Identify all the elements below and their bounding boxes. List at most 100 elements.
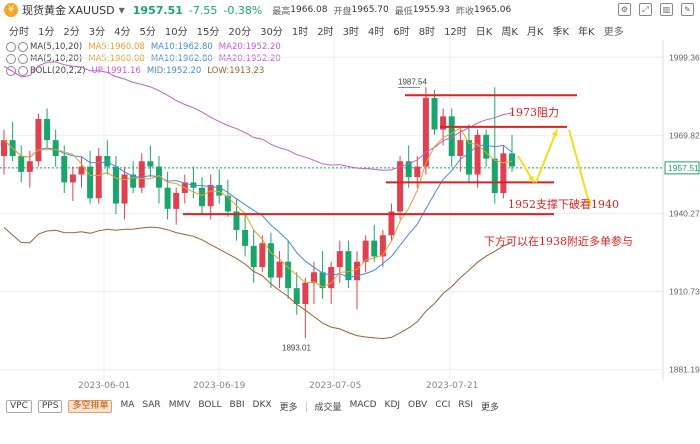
candle-body (354, 261, 361, 281)
tab-18[interactable]: 周K (501, 26, 518, 38)
y-axis-label: 1881.19 (669, 365, 700, 375)
symbol-dropdown-icon[interactable]: ▼ (118, 5, 125, 15)
candle-body (431, 97, 438, 130)
tab-2[interactable]: 2分 (63, 26, 80, 38)
draw-tool-icon[interactable]: ✎ (681, 3, 694, 16)
tab-6[interactable]: 10分 (164, 26, 188, 38)
candle-body (224, 195, 231, 212)
tab-19[interactable]: 月K (526, 26, 544, 38)
tab-17[interactable]: 日K (475, 26, 493, 38)
visibility-toggle-icon[interactable] (6, 66, 16, 76)
tab-21[interactable]: 年K (578, 26, 595, 38)
bottom_main-item[interactable]: 更多 (279, 403, 298, 413)
indicator-row: BOLL(20,2,2) UP:1991.16 MID:1952.20 LOW:191… (6, 66, 270, 76)
projection-arrow-down-1-head (528, 175, 534, 183)
low-label: 最低 (394, 6, 413, 17)
tab-4[interactable]: 4分 (114, 26, 131, 38)
pps-button[interactable]: PPS (37, 400, 63, 413)
bottom_main-item[interactable]: BOLL (198, 400, 222, 410)
tab-16[interactable]: 12时 (444, 26, 467, 38)
tab-11[interactable]: 2时 (317, 26, 334, 38)
y-axis-label: 1940.27 (669, 208, 700, 218)
tab-7[interactable]: 15分 (196, 26, 220, 38)
tab-8[interactable]: 20分 (228, 26, 252, 38)
tab-5[interactable]: 5分 (139, 26, 156, 38)
visibility-toggle-icon[interactable] (6, 42, 16, 52)
candle-body (147, 161, 154, 167)
high-label: 1987.54 (398, 77, 427, 86)
current-price-label: 1957.51 (668, 163, 699, 173)
indicator-name[interactable]: BOLL(20,2,2) (30, 66, 86, 76)
candle-body (483, 134, 490, 159)
chart-type-icon[interactable]: ▥ (660, 3, 673, 16)
candle-body (285, 261, 292, 289)
bottom_sub-item[interactable]: OBV (408, 400, 428, 410)
bottom_main-item[interactable]: MMV (168, 400, 191, 410)
bottom_sub-item[interactable]: 成交量 (314, 403, 342, 413)
divider (305, 401, 307, 412)
candle-body (121, 174, 128, 204)
settings-icon[interactable] (18, 66, 28, 76)
fullscreen-icon[interactable]: ⤢ (639, 3, 652, 16)
candle-body (112, 166, 119, 204)
tab-14[interactable]: 6时 (393, 26, 410, 38)
candle-body (1, 140, 7, 156)
kline-chart[interactable]: 1999.36 1969.82 1957.51 1940.27 1910.73 1881.… (0, 40, 700, 382)
candle-body (216, 185, 223, 196)
settings-icon[interactable] (18, 42, 28, 52)
bottom_main-item[interactable]: SAR (142, 400, 161, 410)
x-axis-label: 2023-07-05 (309, 381, 362, 391)
candle-body (207, 185, 214, 207)
candle-body (440, 116, 447, 130)
indicator-name[interactable]: MA(5,10,20) (30, 54, 83, 64)
indicator-value: MID:1952.20 (146, 66, 202, 76)
tab-9[interactable]: 30分 (260, 26, 283, 38)
tab-0[interactable]: 分时 (9, 26, 29, 38)
tab-22[interactable]: 更多 (603, 26, 624, 38)
tab-1[interactable]: 1分 (38, 26, 55, 38)
candle-body (397, 161, 404, 212)
resistance-annotation: 1973阻力 (509, 106, 559, 119)
settings-icon[interactable] (18, 54, 28, 64)
candle-body (457, 140, 464, 156)
tab-13[interactable]: 4时 (367, 26, 385, 38)
indicator-name[interactable]: MA(5,10,20) (30, 42, 83, 52)
indicator-value: MA5:1960.08 (88, 54, 145, 64)
bottom-indicator-bar: VPC PPS 多空排单 MA SAR MMV BOLL BBI DKX 更多 成交量 MAC… (0, 399, 700, 414)
instrument-symbol[interactable]: XAUUSD (68, 3, 115, 17)
boll-upper-line (3, 61, 513, 171)
bottom_main-item[interactable]: DKX (252, 400, 272, 410)
candle-body (104, 156, 111, 167)
candle-body (267, 243, 274, 278)
y-axis-label: 1910.73 (669, 286, 700, 296)
tab-10[interactable]: 1时 (291, 26, 309, 38)
current-price-box (664, 161, 700, 175)
toolbar-icons: ⚙ ⤢ ▥ ✎ (618, 3, 694, 16)
y-axis-label: 1969.82 (669, 130, 700, 140)
bottom_sub-item[interactable]: RSI (458, 400, 474, 410)
vpc-button[interactable]: VPC (6, 400, 32, 413)
instrument-name[interactable]: 现货黄金 (22, 4, 66, 17)
candle-body (138, 161, 145, 188)
tab-20[interactable]: 季K (552, 26, 570, 38)
ma5-line (3, 127, 513, 288)
bottom_sub-item[interactable]: MACD (349, 400, 377, 410)
bottom_sub-item[interactable]: KDJ (384, 400, 401, 410)
candle-body (87, 166, 94, 199)
long-short-order-button[interactable]: 多空排单 (68, 400, 113, 413)
bottom_main-item[interactable]: BBI (229, 400, 245, 410)
bottom_main-item[interactable]: MA (120, 400, 135, 410)
visibility-toggle-icon[interactable] (6, 54, 16, 64)
candle-body (259, 243, 266, 267)
bottom_sub-item[interactable]: 更多 (481, 403, 500, 413)
quote-header: ¥ 现货黄金 XAUUSD ▼ 1957.51 -7.55 -0.38% 最高 … (0, 0, 700, 20)
tab-15[interactable]: 8时 (418, 26, 436, 38)
tab-3[interactable]: 3分 (88, 26, 106, 38)
candle-body (52, 140, 59, 156)
bottom_sub-item[interactable]: CCI (435, 400, 451, 410)
indicator-value: MA20:1952.20 (218, 42, 281, 52)
prev-close-label: 昨收 (455, 6, 474, 17)
settings-icon[interactable]: ⚙ (618, 3, 631, 16)
tab-12[interactable]: 3时 (342, 26, 359, 38)
open-value: 1965.70 (351, 5, 389, 15)
